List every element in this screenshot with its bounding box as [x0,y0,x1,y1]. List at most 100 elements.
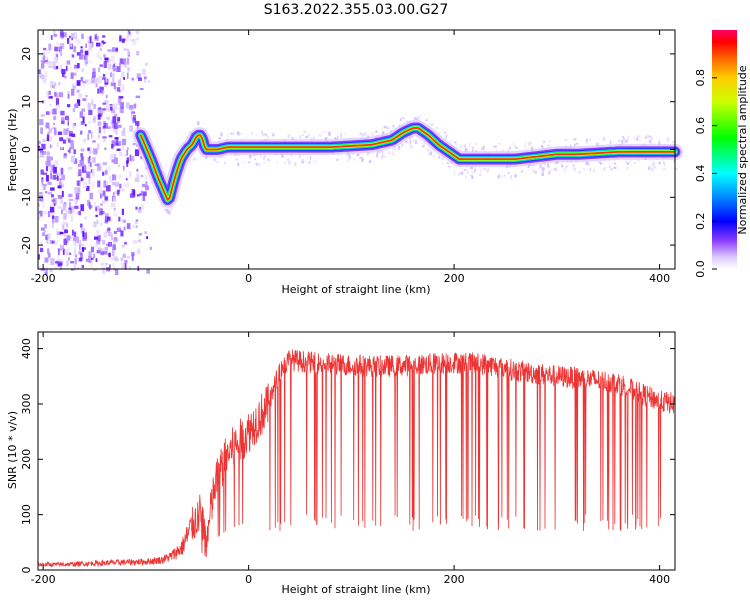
spectrogram-noise-speck [589,168,592,171]
spectrogram-noise-speck [547,144,549,146]
spectrogram-noise-speck [379,151,383,153]
spectrogram-noise-speck [368,151,370,155]
spectrogram-noise-speck [189,159,191,163]
spectrogram-noise-speck [75,67,79,72]
spectrogram-noise-speck [585,161,589,166]
spectrogram-noise-speck [103,250,108,255]
spectrogram-noise-speck [110,154,115,160]
spectrogram-noise-speck [122,253,126,258]
spectrogram-noise-speck [46,165,48,172]
spectrogram-noise-speck [91,76,96,84]
spectrogram-noise-speck [53,123,55,125]
spectrogram-noise-speck [382,154,385,157]
spectrogram-noise-speck [50,81,54,88]
spectrogram-noise-speck [514,174,517,178]
spectrogram-noise-speck [87,36,92,42]
spectrogram-noise-speck [573,167,577,171]
spectrogram-noise-speck [510,175,513,179]
spectrogram-noise-speck [531,165,535,167]
spectrogram-noise-speck [131,254,134,261]
spectrogram-noise-speck [41,56,44,63]
spectrogram-noise-speck [39,119,44,126]
spectrogram-noise-speck [310,137,313,141]
colorbar-tick-label: 0.4 [694,165,707,183]
spectrogram-noise-speck [92,268,97,271]
spectrogram-noise-speck [108,253,111,257]
spectrogram-noise-speck [627,136,630,139]
spectrogram-noise-speck [41,100,45,104]
colorbar-tick-label: 0.8 [694,69,707,87]
spectrogram-noise-speck [585,138,588,142]
spectrogram-noise-speck [164,208,167,211]
spectrogram-noise-speck [120,257,124,261]
spectrogram-noise-speck [193,157,195,161]
spectrogram-noise-speck [261,130,263,134]
spectrogram-noise-speck [105,262,108,266]
spectrogram-noise-speck [55,98,59,106]
spectrogram-noise-speck [265,134,268,136]
spectrogram-noise-speck [60,147,64,150]
spectrogram-noise-speck [96,166,102,172]
spectrogram-noise-speck [67,91,70,94]
spectrogram-noise-speck [74,36,79,43]
spectrogram-noise-speck [59,180,64,186]
spectrogram-noise-speck [482,146,485,150]
spectrogram-noise-speck [123,38,127,41]
colorbar-tick-label: 0.0 [694,260,707,278]
spectrogram-noise-speck [58,206,62,209]
spectrogram-noise-speck [386,147,388,152]
spectrogram-noise-speck [57,254,60,261]
spectrogram-noise-speck [145,185,149,191]
spectrogram-noise-speck [561,166,564,169]
spectrogram-noise-speck [102,239,106,245]
spectrogram-noise-speck [596,143,599,146]
spectrogram-noise-speck [401,143,404,148]
spectrogram-noise-speck [60,265,62,270]
spectrogram-noise-speck [458,172,460,176]
spectrogram-noise-speck [371,133,374,137]
spectrogram-noise-speck [649,139,652,141]
spectrogram-noise-speck [38,210,43,217]
spectrogram-noise-speck [541,169,545,172]
spectrogram-noise-speck [303,130,307,134]
spectrogram-noise-speck [110,82,115,87]
spectrogram-noise-speck [104,220,109,224]
spectrogram-noise-speck [140,155,142,160]
spectrogram-noise-speck [68,207,72,211]
spectrogram-noise-speck [131,111,135,114]
snr-x-tick-label: 400 [649,573,670,586]
spectrogram-noise-speck [57,104,60,110]
spectrogram-noise-speck [83,113,85,117]
spectrogram-noise-speck [170,206,173,211]
spectrogram-noise-speck [88,149,93,155]
spectrogram-noise-speck [89,192,93,200]
spectrogram-noise-speck [38,203,41,207]
spectrogram-noise-speck [348,158,351,160]
spectrogram-noise-speck [111,73,115,78]
spectrogram-noise-speck [93,116,96,123]
spectrogram-y-label: Frequency (Hz) [6,109,19,192]
spectrogram-noise-speck [663,160,665,165]
spectrogram-noise-speck [53,115,57,121]
snr-y-label: SNR (10 * v/v) [6,411,19,489]
spectrogram-noise-speck [115,48,118,52]
spectrogram-noise-speck [54,216,59,223]
spectrogram-noise-speck [102,77,107,80]
spectrogram-noise-speck [117,189,121,192]
spectrogram-noise-speck [126,181,130,188]
spectrogram-noise-speck [78,251,83,255]
spectrogram-noise-speck [412,138,415,142]
spectrogram-noise-speck [121,38,125,43]
spectrogram-noise-speck [129,193,135,198]
snr-y-tick-label: 200 [20,449,33,470]
spectrogram-noise-speck [46,233,51,239]
spectrogram-noise-speck [50,187,55,191]
spectrogram-noise-speck [65,248,69,253]
spectrogram-noise-speck [77,187,81,194]
colorbar-label: Normalized spectral amplitude [736,65,749,234]
spectrogram-noise-speck [55,261,60,264]
spectrogram-noise-speck [128,265,131,270]
spectrogram-noise-speck [62,248,65,255]
spectrogram-noise-speck [453,171,455,175]
spectrogram-ridge-band [139,127,676,201]
